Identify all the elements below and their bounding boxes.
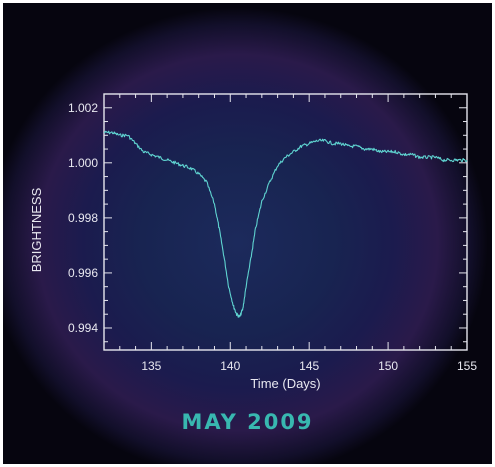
x-axis-title: Time (Days)	[250, 376, 320, 391]
y-axis-title: BRIGHTNESS	[29, 187, 44, 272]
x-tick-label: 155	[457, 359, 477, 373]
x-tick-label: 140	[220, 359, 240, 373]
y-tick-label: 1.000	[68, 156, 98, 170]
brightness-series-line	[103, 130, 468, 318]
video-frame	[3, 3, 492, 464]
y-tick-label: 1.002	[68, 101, 98, 115]
background-glow	[3, 3, 492, 464]
y-tick-label: 0.994	[68, 321, 98, 335]
y-tick-label: 0.998	[68, 211, 98, 225]
date-caption: MAY 2009	[181, 410, 314, 434]
x-tick-label: 150	[378, 359, 398, 373]
x-tick-label: 145	[299, 359, 319, 373]
y-tick-label: 0.996	[68, 266, 98, 280]
plot-area-frame	[103, 93, 468, 351]
x-tick-label: 135	[141, 359, 161, 373]
